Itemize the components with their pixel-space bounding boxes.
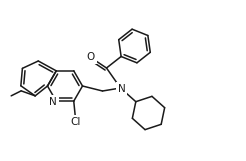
- Text: N: N: [118, 84, 125, 94]
- Text: N: N: [49, 97, 57, 107]
- Text: O: O: [86, 52, 95, 62]
- Text: Cl: Cl: [71, 117, 81, 127]
